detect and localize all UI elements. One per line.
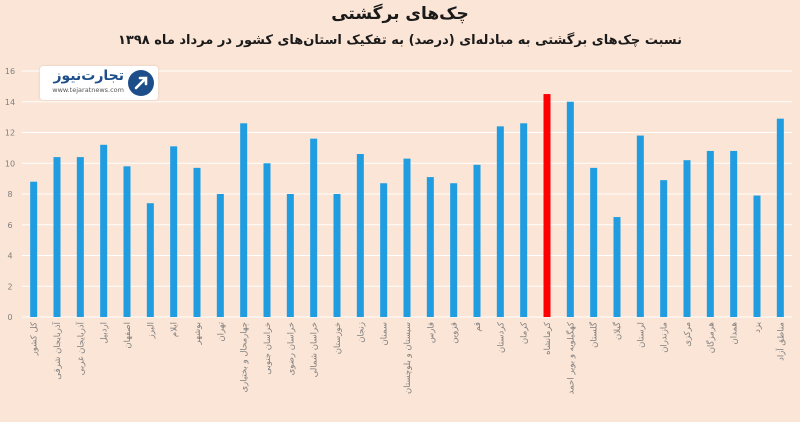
bar [76, 157, 84, 317]
bar [683, 160, 691, 317]
x-tick-label: مرکزی [683, 322, 693, 347]
bar [450, 183, 458, 317]
x-tick-label: قم [473, 322, 483, 332]
x-tick-label: مازندران [660, 322, 670, 353]
chart-title: چک‌های برگشتی [331, 4, 469, 24]
bar [216, 194, 224, 317]
x-tick-label: کهگیلویه و بویر احمد [565, 321, 576, 394]
bar [636, 135, 644, 317]
y-tick-label: 6 [7, 221, 12, 230]
x-tick-label: همدان [730, 322, 740, 344]
x-tick-label: گیلان [612, 321, 623, 340]
x-tick-label: خراسان جنوبی [263, 322, 273, 375]
bar [100, 144, 108, 317]
y-tick-label: 10 [5, 159, 15, 168]
logo-url: www.tejaratnews.com [52, 86, 124, 94]
bar [776, 118, 784, 317]
x-tick-label: گلستان [589, 321, 600, 348]
bar [286, 194, 294, 317]
bar [53, 157, 61, 317]
bar [240, 123, 248, 318]
bar [660, 180, 668, 317]
x-tick-label: آذربایجان غربی [74, 321, 86, 375]
bar [730, 150, 738, 317]
x-tick-label: کرمانشاه [543, 321, 553, 355]
bar [146, 203, 154, 317]
x-tick-label: چهارمحال و بختیاری [240, 322, 250, 393]
y-tick-label: 4 [7, 252, 12, 261]
y-tick-label: 2 [7, 282, 12, 291]
x-tick-label: اردبیل [100, 322, 110, 344]
bar [590, 167, 598, 317]
x-tick-label: فارس [426, 322, 436, 343]
x-tick-label: خراسان شمالی [310, 322, 320, 377]
x-tick-label: ایلام [170, 322, 180, 337]
bar [706, 150, 714, 317]
bar [543, 94, 551, 317]
bar [380, 183, 388, 317]
bar [566, 101, 574, 317]
x-tick-label: بوشهر [193, 322, 203, 346]
bar [426, 177, 434, 317]
bar [170, 146, 178, 317]
bar [123, 166, 131, 317]
bar [613, 217, 621, 317]
x-tick-label: کل کشور [30, 321, 40, 356]
bar [356, 154, 364, 317]
bar [520, 123, 528, 318]
bar [753, 195, 761, 317]
y-tick-label: 14 [5, 98, 15, 107]
logo-name: تجارت‌نیوز [53, 68, 124, 84]
bar [333, 194, 341, 317]
x-tick-label: البرز [146, 322, 156, 339]
chart-subtitle: نسبت چک‌های برگشتی به مبادله‌ای (درصد) ب… [117, 33, 683, 48]
bar [263, 163, 271, 317]
x-tick-label: خراسان رضوی [286, 322, 296, 375]
bar [193, 167, 201, 317]
tejaratnews-logo: تجارت‌نیوز www.tejaratnews.com [40, 66, 158, 100]
x-tick-label: هرمزگان [705, 322, 716, 353]
y-tick-label: 16 [5, 67, 15, 76]
x-tick-label: کرمان [520, 321, 530, 344]
x-tick-label: اصفهان [123, 322, 133, 349]
x-tick-label: یزد [753, 321, 763, 332]
bar [496, 126, 504, 317]
bar [403, 158, 411, 317]
x-tick-label: سمنان [380, 322, 390, 345]
x-tick-label: آذربایجان شرقی [51, 321, 63, 379]
x-tick-label: زنجان [356, 322, 366, 343]
x-tick-label: سیستان و بلوچستان [403, 322, 413, 394]
bar [473, 164, 481, 317]
logo-mark-icon [128, 70, 154, 96]
x-tick-label: لرستان [636, 322, 646, 348]
y-tick-label: 8 [7, 190, 12, 199]
bar [30, 181, 38, 317]
x-tick-label: تهران [216, 321, 226, 341]
x-tick-label: مناطق آزاد [774, 322, 786, 361]
x-tick-label: قزوین [450, 322, 460, 344]
y-tick-label: 12 [5, 129, 15, 138]
y-tick-label: 0 [7, 313, 12, 322]
bar [310, 138, 318, 317]
x-tick-label: کردستان [496, 321, 506, 353]
x-tick-label: خوزستان [333, 322, 343, 354]
